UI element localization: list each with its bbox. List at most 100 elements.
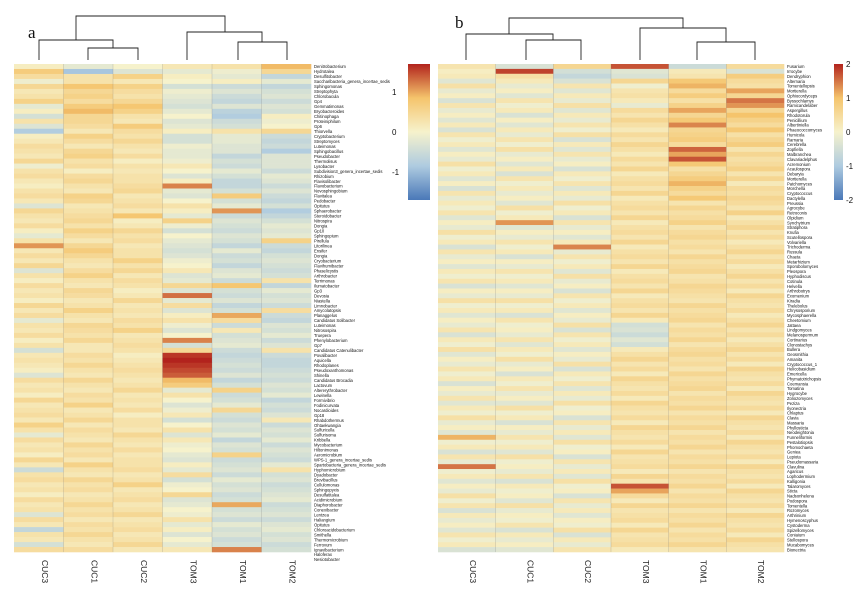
heatmap-cell xyxy=(495,322,554,328)
heatmap-cell xyxy=(611,166,669,172)
heatmap-cell xyxy=(113,218,163,224)
heatmap-cell xyxy=(113,143,163,149)
heatmap-cell xyxy=(438,161,496,167)
heatmap-cell xyxy=(668,103,727,109)
heatmap-cell xyxy=(14,308,64,314)
heatmap-cell xyxy=(63,437,114,443)
row-label: Hyphomicrobium xyxy=(314,468,346,473)
heatmap-cell xyxy=(726,405,785,411)
heatmap-cell xyxy=(438,64,496,70)
heatmap-cell xyxy=(113,278,163,284)
heatmap-cell xyxy=(495,449,554,455)
heatmap-cell xyxy=(212,138,262,144)
heatmap-cell xyxy=(63,168,114,174)
heatmap-cell xyxy=(553,522,612,528)
heatmap-cell xyxy=(162,397,213,403)
heatmap-cell xyxy=(113,148,163,154)
heatmap-cell xyxy=(162,93,213,100)
heatmap-cell xyxy=(438,527,496,533)
heatmap-cell xyxy=(726,508,785,514)
heatmap-cell xyxy=(63,512,114,518)
heatmap-cell xyxy=(668,361,727,367)
heatmap-cell xyxy=(438,268,496,275)
heatmap-cell xyxy=(495,527,554,533)
heatmap-cell xyxy=(14,258,64,264)
heatmap-cell xyxy=(495,308,554,314)
heatmap-cell xyxy=(63,143,114,149)
heatmap-cell xyxy=(726,293,785,299)
row-label: Gp3 xyxy=(314,288,323,293)
heatmap-cell xyxy=(668,493,727,499)
heatmap-cell xyxy=(495,278,554,284)
heatmap-cell xyxy=(162,103,213,110)
heatmap-cell xyxy=(63,472,114,478)
heatmap-cell xyxy=(438,93,496,99)
row-label: Mucabomyces xyxy=(787,542,814,547)
heatmap-cell xyxy=(212,113,262,120)
heatmap-cell xyxy=(212,68,262,75)
heatmap-cell xyxy=(212,432,262,438)
row-label: Sphaerobacter xyxy=(314,209,342,214)
heatmap-cell xyxy=(261,243,312,249)
heatmap-cell xyxy=(611,298,669,304)
row-label: Kiradia xyxy=(787,298,801,303)
heatmap-cell xyxy=(668,249,727,255)
heatmap-cell xyxy=(726,361,785,367)
heatmap-cell xyxy=(611,473,669,480)
row-label: Peziza xyxy=(787,401,800,406)
row-label: Chaeta xyxy=(787,254,801,259)
heatmap-cell xyxy=(162,203,213,209)
heatmap-cell xyxy=(14,412,64,418)
heatmap-cell xyxy=(668,205,727,211)
heatmap-cell xyxy=(14,317,64,324)
heatmap-cell xyxy=(63,163,114,169)
heatmap-cell xyxy=(113,273,163,279)
heatmap-cell xyxy=(495,332,554,338)
heatmap-cell xyxy=(495,493,554,499)
heatmap-cell xyxy=(726,200,785,206)
heatmap-cell xyxy=(14,372,64,379)
heatmap-cell xyxy=(726,88,785,94)
heatmap-cell xyxy=(553,444,612,450)
row-label: Pseudomassaria xyxy=(787,459,819,464)
heatmap-cell xyxy=(668,166,727,172)
heatmap-cell xyxy=(63,447,114,453)
heatmap-cell xyxy=(14,248,64,254)
heatmap-cell xyxy=(553,78,612,84)
heatmap-cell xyxy=(438,225,496,231)
heatmap-cell xyxy=(438,400,496,406)
heatmap-cell xyxy=(668,430,727,436)
heatmap-cell xyxy=(668,522,727,528)
heatmap-cell xyxy=(438,215,496,221)
heatmap-cell xyxy=(668,449,727,455)
heatmap-cell xyxy=(212,397,262,403)
heatmap-cell xyxy=(495,351,554,358)
heatmap-cell xyxy=(261,278,312,284)
heatmap-cell xyxy=(668,473,727,480)
heatmap-cell xyxy=(14,64,64,70)
heatmap-cell xyxy=(162,288,213,294)
row-label: Pseudobacter xyxy=(314,154,340,159)
heatmap-cell xyxy=(553,527,612,533)
heatmap-cell xyxy=(162,113,213,120)
heatmap-cell xyxy=(611,293,669,299)
heatmap-cell xyxy=(553,283,612,289)
row-label: Desulfitobacter xyxy=(314,74,343,79)
heatmap-cell xyxy=(261,547,312,553)
heatmap-cell xyxy=(14,482,64,488)
heatmap-cell xyxy=(668,93,727,99)
heatmap-cell xyxy=(113,422,163,428)
heatmap-cell xyxy=(261,312,312,319)
heatmap-cell xyxy=(63,118,114,125)
heatmap-cell xyxy=(668,137,727,143)
heatmap-cell xyxy=(668,293,727,299)
heatmap-cell xyxy=(438,137,496,143)
heatmap-cell xyxy=(438,264,496,270)
heatmap-cell xyxy=(162,462,213,468)
heatmap-cell xyxy=(668,532,727,538)
heatmap-cell xyxy=(212,447,262,453)
heatmap-cell xyxy=(113,288,163,294)
heatmap-cell xyxy=(726,425,785,431)
heatmap-cell xyxy=(212,402,262,408)
heatmap-cell xyxy=(212,133,262,139)
